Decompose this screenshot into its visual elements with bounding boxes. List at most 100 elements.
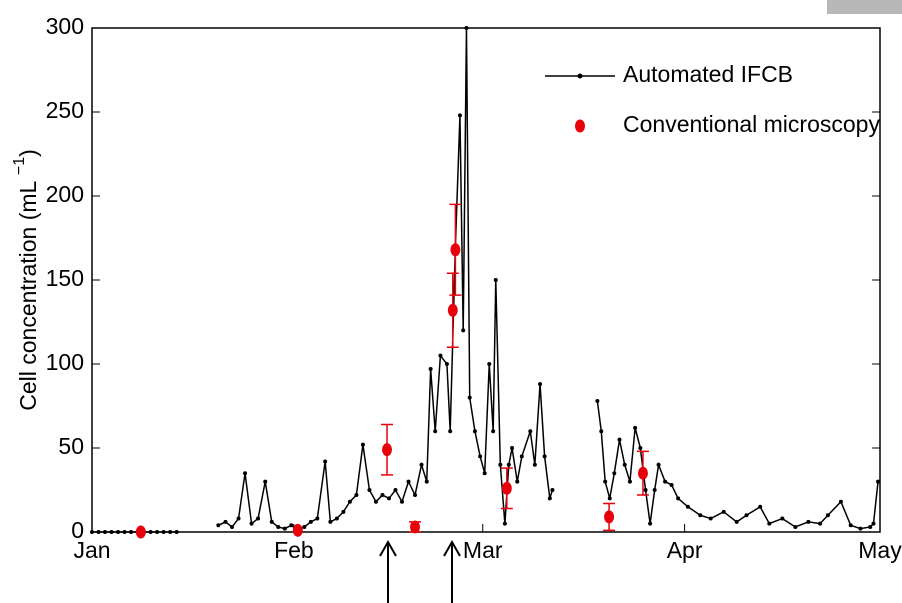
ifcb-point (744, 513, 749, 518)
ifcb-point (424, 479, 429, 484)
ifcb-point (464, 26, 469, 30)
ifcb-point (386, 496, 391, 501)
ifcb-point (595, 398, 600, 403)
ifcb-point (652, 488, 657, 492)
ifcb-point (315, 516, 320, 521)
ifcb-point (876, 479, 881, 484)
ifcb-point (282, 526, 287, 531)
ifcb-point (676, 496, 681, 501)
ifcb-point (472, 429, 477, 434)
ifcb-point (334, 516, 339, 521)
ifcb-point (532, 462, 537, 467)
ifcb-point (838, 499, 843, 504)
ifcb-point (236, 516, 241, 521)
microscopy-point (604, 510, 615, 524)
ifcb-point (767, 521, 772, 526)
ifcb-point (155, 530, 160, 534)
microscopy-point (382, 443, 393, 457)
ifcb-point (487, 362, 492, 366)
ifcb-point (793, 524, 798, 529)
microscopy-point (135, 525, 146, 539)
ifcb-point (510, 446, 515, 450)
ifcb-point (599, 429, 604, 434)
ifcb-point (129, 530, 134, 534)
ifcb-point (161, 530, 166, 534)
ifcb-point (868, 524, 873, 529)
ifcb-point (380, 493, 385, 498)
ifcb-point (491, 429, 496, 434)
ifcb-point (622, 462, 627, 467)
y-label-exponent: −1 (11, 157, 28, 175)
ifcb-point (871, 521, 876, 526)
ifcb-point (444, 362, 449, 366)
ifcb-point (103, 530, 108, 534)
ifcb-point (633, 425, 638, 430)
microscopy-point (292, 523, 303, 537)
legend-marker (575, 119, 585, 133)
ifcb-point (148, 530, 153, 534)
ifcb-point (498, 462, 503, 467)
ifcb-point (249, 521, 254, 526)
ifcb-point (393, 488, 398, 492)
ifcb-point (269, 519, 274, 524)
ifcb-point (780, 516, 785, 521)
ifcb-point (519, 454, 524, 459)
ifcb-point (276, 524, 281, 529)
ifcb-point (493, 278, 498, 282)
ifcb-point (428, 367, 433, 372)
ifcb-point (461, 328, 466, 333)
y-tick-label: 100 (46, 349, 84, 375)
ifcb-point (367, 488, 372, 492)
ifcb-point (547, 496, 552, 501)
microscopy-point (410, 520, 421, 534)
y-tick-label: 150 (46, 265, 84, 291)
ifcb-point (116, 530, 121, 534)
ifcb-point (256, 516, 261, 521)
y-tick-label: 200 (46, 181, 84, 207)
legend-marker (577, 73, 583, 79)
legend-label: Automated IFCB (623, 61, 793, 87)
ifcb-point (289, 523, 294, 528)
y-tick-label: 50 (58, 433, 84, 459)
ifcb-point (347, 499, 352, 504)
microscopy-point (447, 303, 458, 317)
ifcb-point (502, 521, 507, 526)
ifcb-point (806, 519, 811, 524)
x-tick-label: Feb (274, 537, 314, 563)
ifcb-point (721, 509, 726, 514)
x-tick-label: Jan (73, 537, 110, 563)
microscopy-point (637, 466, 648, 480)
ifcb-point (506, 462, 511, 467)
ifcb-point (302, 524, 307, 529)
ifcb-point (341, 509, 346, 514)
ifcb-point (399, 499, 404, 504)
ifcb-point (373, 499, 378, 504)
microscopy-point (501, 481, 512, 495)
x-tick-label: Apr (667, 537, 703, 563)
ifcb-point (542, 454, 547, 459)
ifcb-point (406, 479, 411, 484)
ifcb-point (603, 479, 608, 484)
y-tick-label: 250 (46, 97, 84, 123)
ifcb-point (360, 442, 365, 447)
microscopy-point (450, 243, 461, 257)
ifcb-point (438, 353, 443, 358)
ifcb-point (612, 471, 617, 476)
ifcb-point (617, 437, 622, 442)
ifcb-point (467, 395, 472, 400)
x-tick-label: May (858, 537, 902, 563)
ifcb-point (328, 519, 333, 524)
ifcb-point (643, 488, 648, 492)
ifcb-point (858, 526, 863, 531)
ifcb-point (263, 479, 268, 484)
ifcb-point (323, 459, 328, 464)
ifcb-point (109, 530, 114, 534)
ifcb-line (92, 27, 879, 533)
y-axis-label: Cell concentration (mL −1) (11, 149, 41, 411)
ifcb-point (698, 513, 703, 518)
ifcb-point (308, 519, 313, 524)
ifcb-point (848, 523, 853, 528)
ifcb-point (96, 530, 101, 534)
